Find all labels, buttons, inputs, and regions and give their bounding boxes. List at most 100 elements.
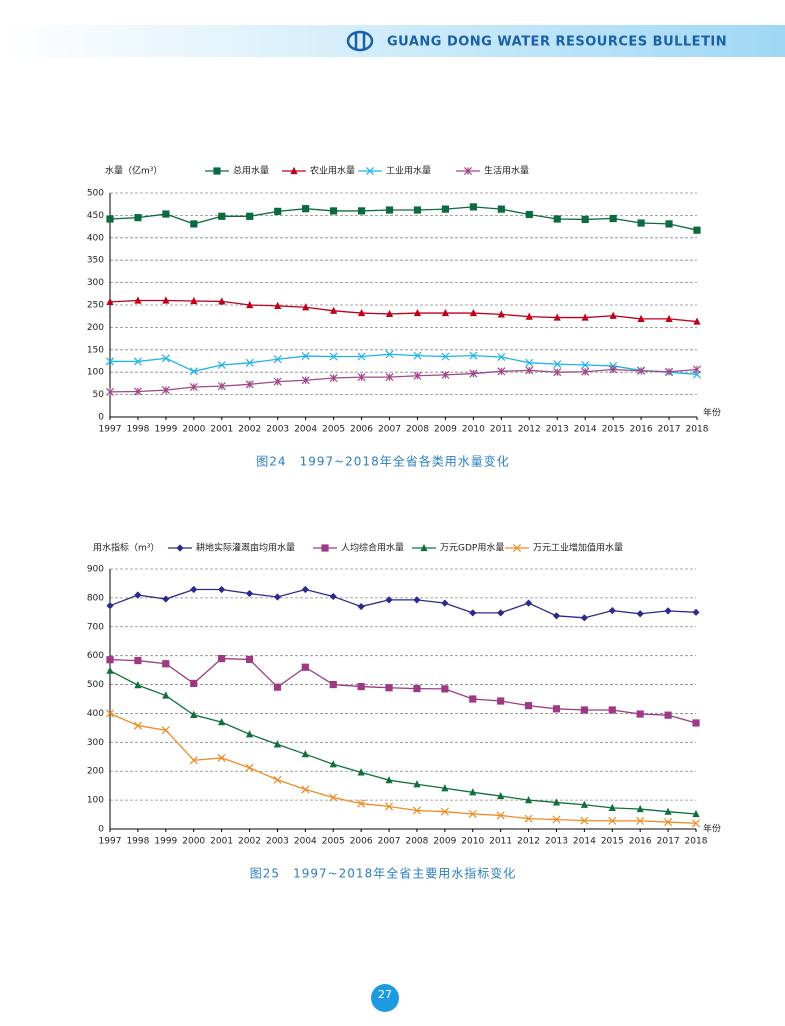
marker (469, 308, 477, 317)
marker (189, 382, 198, 392)
marker (441, 352, 450, 361)
marker (385, 684, 393, 692)
x-tick-label: 2017 (658, 425, 681, 435)
marker (693, 226, 701, 234)
marker (273, 683, 282, 691)
x-tick-label: 2015 (601, 837, 624, 847)
marker (553, 215, 561, 223)
marker (357, 352, 366, 361)
marker (497, 697, 505, 705)
x-tick-label: 2006 (350, 425, 373, 435)
y-axis-title: 用水指标（m³） (93, 542, 159, 554)
marker (469, 203, 477, 211)
header-title: GUANG DONG WATER RESOURCES BULLETIN (387, 35, 727, 50)
marker (441, 308, 450, 317)
legend-marker (321, 544, 329, 552)
x-tick-label: 2001 (210, 425, 233, 435)
page-number-badge (371, 984, 399, 1012)
y-tick-label: 450 (87, 211, 104, 221)
marker (413, 780, 421, 788)
marker (469, 609, 477, 617)
y-tick-label: 400 (87, 233, 104, 243)
marker (609, 311, 617, 319)
marker (497, 609, 505, 617)
marker (524, 702, 533, 710)
y-axis-title: 水量（亿m³） (105, 165, 162, 177)
marker (469, 695, 477, 703)
marker (441, 784, 449, 792)
x-tick-label: 2007 (378, 425, 401, 435)
marker (245, 589, 254, 598)
legend-marker (290, 166, 298, 175)
marker (497, 310, 505, 318)
x-tick-label: 2010 (461, 837, 484, 847)
y-tick-label: 350 (87, 256, 104, 266)
marker (218, 585, 226, 594)
legend-marker (463, 166, 473, 176)
x-tick-label: 2010 (462, 425, 485, 435)
header-bar (0, 25, 785, 57)
x-tick-label: 2014 (574, 425, 597, 435)
marker (329, 760, 337, 768)
legend-marker (420, 543, 428, 552)
y-tick-label: 300 (87, 738, 104, 748)
marker (218, 212, 226, 220)
x-axis-title: 年份 (703, 407, 721, 419)
marker (106, 666, 114, 674)
marker (608, 816, 617, 825)
logo (346, 30, 374, 52)
x-tick-label: 2008 (405, 837, 428, 847)
marker (497, 352, 506, 361)
x-tick-label: 2008 (406, 425, 429, 435)
marker (385, 776, 393, 784)
marker (218, 297, 226, 305)
marker (580, 800, 588, 808)
marker (106, 656, 114, 664)
marker (497, 791, 505, 800)
marker (273, 377, 282, 386)
marker (190, 220, 198, 228)
marker (637, 314, 645, 322)
x-tick-label: 2009 (434, 425, 457, 435)
x-tick-label: 2000 (182, 837, 205, 847)
marker (385, 350, 394, 359)
marker (440, 807, 449, 816)
marker (133, 721, 142, 730)
marker (161, 386, 170, 395)
x-tick-label: 2006 (350, 837, 373, 847)
marker (636, 816, 645, 825)
marker (134, 591, 142, 599)
marker (581, 313, 589, 321)
marker (581, 367, 590, 376)
marker (330, 207, 338, 215)
marker (330, 306, 338, 314)
marker (664, 807, 672, 815)
marker (161, 726, 170, 735)
legend-marker (176, 544, 184, 552)
marker (105, 357, 115, 366)
x-tick-label: 1999 (154, 425, 177, 435)
marker (441, 370, 450, 379)
marker (385, 206, 394, 214)
marker (162, 296, 170, 304)
marker (524, 814, 533, 823)
marker (524, 599, 533, 607)
marker (134, 296, 142, 304)
marker (664, 711, 672, 719)
y-tick-label: 0 (98, 413, 104, 423)
marker (162, 691, 170, 699)
legend-label: 工业用水量 (386, 165, 431, 177)
marker (608, 803, 616, 812)
marker (637, 219, 645, 227)
x-tick-label: 1998 (126, 837, 149, 847)
y-tick-label: 400 (87, 709, 104, 719)
x-tick-label: 1998 (126, 425, 149, 435)
x-tick-label: 2018 (686, 425, 709, 435)
marker (329, 592, 337, 601)
y-tick-label: 900 (87, 565, 104, 575)
y-tick-label: 500 (87, 189, 104, 199)
marker (190, 585, 198, 594)
series-line (109, 712, 697, 824)
marker (273, 775, 282, 784)
